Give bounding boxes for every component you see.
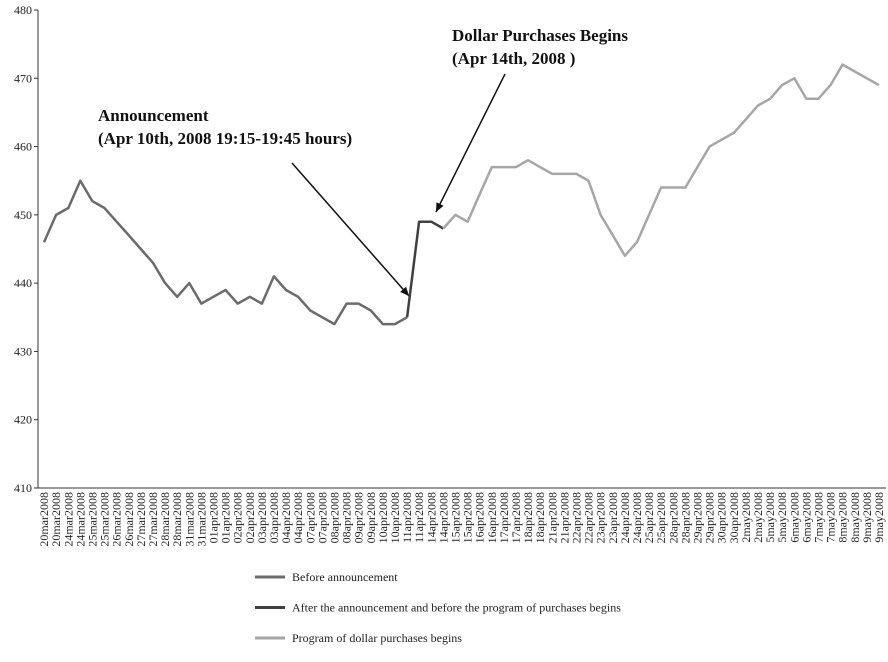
x-tick-label: 31mar2008 bbox=[194, 492, 208, 547]
x-tick-label: 25mar2008 bbox=[98, 492, 112, 547]
y-tick-label: 470 bbox=[14, 71, 32, 85]
x-tick-label: 8may2008 bbox=[836, 492, 850, 543]
x-tick-label: 7may2008 bbox=[811, 492, 825, 543]
x-tick-label: 31mar2008 bbox=[182, 492, 196, 547]
x-tick-label: 04apr2008 bbox=[279, 492, 293, 543]
y-tick-label: 420 bbox=[14, 413, 32, 427]
x-tick-label: 17apr2008 bbox=[497, 492, 511, 543]
x-tick-label: 25mar2008 bbox=[85, 492, 99, 547]
y-tick-label: 410 bbox=[14, 481, 32, 495]
x-tick-label: 6may2008 bbox=[787, 492, 801, 543]
x-tick-label: 17apr2008 bbox=[509, 492, 523, 543]
x-tick-label: 01apr2008 bbox=[206, 492, 220, 543]
x-tick-label: 07apr2008 bbox=[315, 492, 329, 543]
x-tick-label: 11apr2008 bbox=[400, 492, 414, 543]
legend-label: Program of dollar purchases begins bbox=[292, 631, 462, 645]
x-tick-label: 28mar2008 bbox=[158, 492, 172, 547]
arrow bbox=[435, 73, 506, 213]
x-tick-label: 07apr2008 bbox=[303, 492, 317, 543]
x-tick-label: 10apr2008 bbox=[376, 492, 390, 543]
x-tick-label: 18apr2008 bbox=[521, 492, 535, 543]
y-tick-label: 460 bbox=[14, 140, 32, 154]
x-tick-label: 30apr2008 bbox=[727, 492, 741, 543]
x-tick-label: 30apr2008 bbox=[715, 492, 729, 543]
x-tick-label: 02apr2008 bbox=[243, 492, 257, 543]
x-tick-label: 14apr2008 bbox=[436, 492, 450, 543]
x-tick-label: 20mar2008 bbox=[37, 492, 51, 547]
x-tick-label: 08apr2008 bbox=[340, 492, 354, 543]
x-tick-label: 7may2008 bbox=[824, 492, 838, 543]
x-tick-label: 11apr2008 bbox=[412, 492, 426, 543]
x-tick-label: 15apr2008 bbox=[461, 492, 475, 543]
legend-label: Before announcement bbox=[292, 570, 398, 584]
x-tick-label: 9may2008 bbox=[860, 492, 874, 543]
x-tick-label: 28apr2008 bbox=[678, 492, 692, 543]
x-tick-label: 15apr2008 bbox=[448, 492, 462, 543]
x-tick-label: 27mar2008 bbox=[134, 492, 148, 547]
x-tick-label: 02apr2008 bbox=[231, 492, 245, 543]
x-tick-label: 29apr2008 bbox=[703, 492, 717, 543]
annotation: (Apr 10th, 2008 19:15-19:45 hours) bbox=[98, 129, 352, 148]
x-tick-label: 21apr2008 bbox=[545, 492, 559, 543]
series-line bbox=[42, 179, 408, 326]
arrow bbox=[291, 162, 410, 297]
x-tick-label: 5may2008 bbox=[763, 492, 777, 543]
y-tick-label: 450 bbox=[14, 208, 32, 222]
x-tick-label: 27mar2008 bbox=[146, 492, 160, 547]
x-tick-label: 09apr2008 bbox=[352, 492, 366, 543]
x-tick-label: 9may2008 bbox=[872, 492, 886, 543]
x-tick-label: 22apr2008 bbox=[582, 492, 596, 543]
x-tick-label: 23apr2008 bbox=[606, 492, 620, 543]
x-tick-label: 20mar2008 bbox=[49, 492, 63, 547]
x-tick-label: 03apr2008 bbox=[267, 492, 281, 543]
x-tick-label: 5may2008 bbox=[775, 492, 789, 543]
x-tick-label: 25apr2008 bbox=[642, 492, 656, 543]
x-tick-label: 16apr2008 bbox=[473, 492, 487, 543]
x-tick-label: 24mar2008 bbox=[61, 492, 75, 547]
y-tick-label: 440 bbox=[14, 276, 32, 290]
x-tick-label: 18apr2008 bbox=[533, 492, 547, 543]
x-tick-label: 26mar2008 bbox=[122, 492, 136, 547]
x-tick-label: 04apr2008 bbox=[291, 492, 305, 543]
x-tick-label: 28mar2008 bbox=[170, 492, 184, 547]
x-tick-label: 08apr2008 bbox=[327, 492, 341, 543]
x-tick-label: 21apr2008 bbox=[557, 492, 571, 543]
x-tick-label: 01apr2008 bbox=[219, 492, 233, 543]
x-tick-label: 22apr2008 bbox=[569, 492, 583, 543]
x-tick-label: 29apr2008 bbox=[690, 492, 704, 543]
x-tick-label: 24mar2008 bbox=[73, 492, 87, 547]
series-line bbox=[405, 220, 444, 318]
x-tick-label: 2may2008 bbox=[739, 492, 753, 543]
x-tick-label: 10apr2008 bbox=[388, 492, 402, 543]
annotation: (Apr 14th, 2008 ) bbox=[452, 49, 575, 68]
x-tick-label: 26mar2008 bbox=[110, 492, 124, 547]
annotation: Announcement bbox=[98, 106, 209, 125]
y-tick-label: 430 bbox=[14, 344, 32, 358]
x-tick-label: 16apr2008 bbox=[485, 492, 499, 543]
x-tick-label: 8may2008 bbox=[848, 492, 862, 543]
x-tick-label: 14apr2008 bbox=[424, 492, 438, 543]
x-tick-label: 23apr2008 bbox=[594, 492, 608, 543]
legend-label: After the announcement and before the pr… bbox=[292, 601, 621, 615]
x-tick-label: 03apr2008 bbox=[255, 492, 269, 543]
x-tick-label: 6may2008 bbox=[799, 492, 813, 543]
annotation: Dollar Purchases Begins bbox=[452, 26, 628, 45]
y-tick-label: 480 bbox=[14, 3, 32, 17]
x-tick-label: 2may2008 bbox=[751, 492, 765, 543]
x-tick-label: 24apr2008 bbox=[630, 492, 644, 543]
x-tick-label: 24apr2008 bbox=[618, 492, 632, 543]
x-tick-label: 25apr2008 bbox=[654, 492, 668, 543]
series-line bbox=[442, 63, 880, 258]
x-tick-label: 09apr2008 bbox=[364, 492, 378, 543]
x-tick-label: 28apr2008 bbox=[666, 492, 680, 543]
